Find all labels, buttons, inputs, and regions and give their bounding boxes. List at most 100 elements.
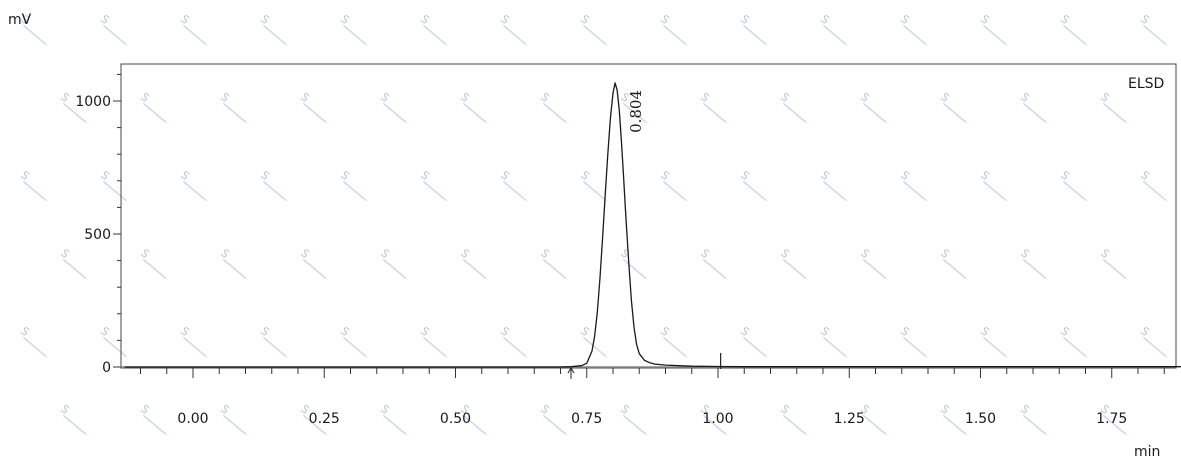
watermark-glyph: S [658,324,672,338]
watermark-stroke [1142,24,1167,46]
watermark-glyph: S [1138,12,1152,26]
watermark-stroke [622,414,647,436]
watermark-mark: S [498,324,527,358]
watermark-stroke [982,180,1007,202]
watermark-stroke [742,24,767,46]
watermark-mark: S [1018,90,1047,124]
watermark-glyph: S [458,246,472,260]
watermark-glyph: S [498,12,512,26]
watermark-stroke [142,414,167,436]
watermark-glyph: S [178,168,192,182]
watermark-mark: S [938,246,967,280]
watermark-mark: S [418,168,447,202]
watermark-glyph: S [378,90,392,104]
watermark-glyph: S [858,246,872,260]
watermark-stroke [302,102,327,124]
watermark-mark: S [98,324,127,358]
watermark-glyph: S [98,12,112,26]
watermark-glyph: S [698,246,712,260]
watermark-stroke [182,24,207,46]
watermark-mark: S [898,324,927,358]
watermark-stroke [342,336,367,358]
watermark-mark: S [1178,402,1181,416]
watermark-mark: S [298,246,327,280]
watermark-mark: S [698,90,727,124]
watermark-mark: S [898,12,927,46]
watermark-glyph: S [298,246,312,260]
watermark-glyph: S [898,168,912,182]
watermark-mark: S [138,402,167,436]
watermark-stroke [982,24,1007,46]
watermark-glyph: S [658,12,672,26]
watermark-glyph: S [298,90,312,104]
watermark-stroke [542,258,567,280]
watermark-stroke [622,102,647,124]
watermark-mark: S [858,90,887,124]
watermark-mark: S [138,246,167,280]
watermark-glyph: S [218,402,232,416]
watermark-glyph: S [218,246,232,260]
watermark-mark: S [818,12,847,46]
watermark-glyph: S [1178,90,1181,104]
watermark-glyph: S [938,90,952,104]
watermark-stroke [422,180,447,202]
watermark-glyph: S [858,90,872,104]
watermark-stroke [1102,258,1127,280]
watermark-glyph: S [218,90,232,104]
watermark-glyph: S [258,12,272,26]
watermark-mark: S [578,168,607,202]
watermark-glyph: S [378,402,392,416]
watermark-stroke [1062,24,1087,46]
watermark-mark: S [1138,12,1167,46]
watermark-glyph: S [258,168,272,182]
watermark-stroke [222,102,247,124]
watermark-glyph: S [178,324,192,338]
y-tick-label: 1000 [75,94,111,110]
watermark-stroke [782,258,807,280]
watermark-glyph: S [18,168,32,182]
watermark-glyph: S [1178,246,1181,260]
watermark-mark: S [138,90,167,124]
watermark-glyph: S [1058,324,1072,338]
watermark-mark: S [1018,246,1047,280]
watermark-glyph: S [778,90,792,104]
watermark-mark: S [1058,12,1087,46]
watermark-mark: S [978,324,1007,358]
watermark-mark: S [618,402,647,436]
watermark-stroke [182,336,207,358]
watermark-glyph: S [1098,90,1112,104]
watermark-glyph: S [538,402,552,416]
watermark-stroke [582,336,607,358]
watermark-stroke [502,24,527,46]
watermark-glyph: S [578,168,592,182]
watermark-stroke [382,258,407,280]
watermark-mark: S [498,12,527,46]
watermark-mark: S [738,12,767,46]
detector-label: ELSD [1128,76,1164,92]
watermark-stroke [502,336,527,358]
watermark-glyph: S [818,324,832,338]
watermark-glyph: S [418,168,432,182]
watermark-mark: S [258,168,287,202]
watermark-mark: S [1058,324,1087,358]
watermark-stroke [782,414,807,436]
watermark-stroke [702,414,727,436]
watermark-stroke [822,336,847,358]
watermark-glyph: S [498,168,512,182]
watermark-stroke [462,414,487,436]
watermark-mark: S [778,402,807,436]
watermark-glyph: S [1058,12,1072,26]
watermark-glyph: S [138,246,152,260]
watermark-mark: S [618,246,647,280]
chromatogram-trace [124,82,1181,368]
watermark-mark: S [458,246,487,280]
watermark-glyph: S [778,246,792,260]
x-tick-label: 1.25 [834,411,865,427]
watermark-glyph: S [1138,168,1152,182]
watermark-glyph: S [778,402,792,416]
watermark-stroke [302,414,327,436]
watermark-glyph: S [818,168,832,182]
watermark-mark: S [778,90,807,124]
watermark-stroke [782,102,807,124]
x-unit-label: min [1134,444,1160,460]
